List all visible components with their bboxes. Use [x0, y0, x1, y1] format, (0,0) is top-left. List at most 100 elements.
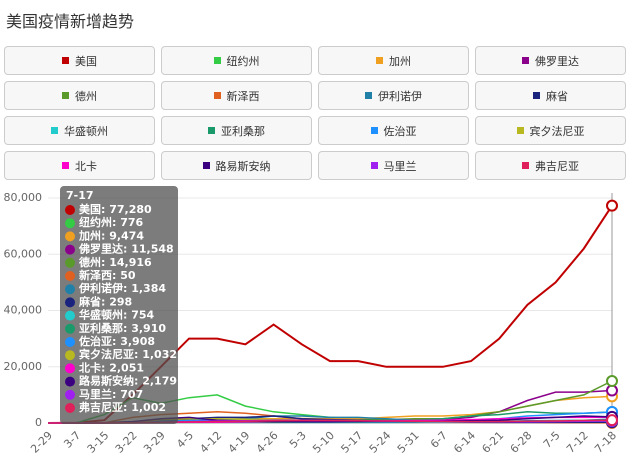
legend-label: 宾夕法尼亚: [529, 124, 585, 138]
tooltip-item: 宾夕法尼亚: 1,032: [79, 347, 177, 361]
tooltip-dot: [65, 403, 75, 413]
tooltip-dot: [65, 231, 75, 242]
x-tick-label: 5-31: [395, 429, 422, 456]
legend-label: 亚利桑那: [221, 124, 265, 138]
x-tick-label: 7-5: [541, 429, 563, 451]
legend-label: 佐治亚: [383, 124, 417, 138]
legend-label: 北卡: [75, 159, 97, 173]
legend-swatch: [208, 127, 215, 134]
legend-label: 华盛顿州: [64, 124, 108, 138]
y-tick-label: 40,000: [4, 304, 43, 317]
legend-item[interactable]: 加州: [318, 46, 469, 75]
legend: 美国 纽约州 加州 佛罗里达德州 新泽西 伊利诺伊 麻省华盛顿州 亚利桑那 佐治亚 宾夕法尼亚北卡…: [4, 46, 636, 180]
legend-swatch: [213, 57, 221, 64]
legend-item[interactable]: 德州: [4, 81, 155, 110]
legend-item[interactable]: 路易斯安纳: [161, 151, 312, 180]
legend-item[interactable]: 麻省: [475, 81, 626, 110]
tooltip-item: 伊利诺伊: 1,384: [78, 281, 166, 295]
legend-item[interactable]: 佐治亚: [318, 116, 469, 145]
x-tick-label: 4-5: [174, 429, 196, 451]
legend-item[interactable]: 伊利诺伊: [318, 81, 469, 110]
legend-swatch: [62, 162, 69, 169]
tooltip-item: 加州: 9,474: [78, 228, 144, 242]
legend-item[interactable]: 佛罗里达: [475, 46, 626, 75]
x-tick-label: 6-7: [428, 429, 450, 451]
legend-swatch: [62, 92, 69, 99]
legend-label: 德州: [75, 89, 97, 103]
legend-label: 伊利诺伊: [378, 89, 422, 103]
legend-swatch: [370, 127, 378, 134]
legend-label: 麻省: [546, 89, 568, 103]
x-tick-label: 4-26: [254, 429, 281, 456]
y-tick-label: 0: [35, 416, 42, 429]
legend-label: 马里兰: [383, 159, 417, 173]
x-tick-label: 5-17: [338, 429, 365, 456]
legend-label: 美国: [75, 54, 97, 68]
legend-label: 路易斯安纳: [215, 159, 271, 173]
legend-item[interactable]: 北卡: [4, 151, 155, 180]
legend-item[interactable]: 宾夕法尼亚: [475, 116, 626, 145]
legend-item[interactable]: 弗吉尼亚: [475, 151, 626, 180]
legend-swatch: [522, 162, 529, 169]
legend-item[interactable]: 华盛顿州: [4, 116, 155, 145]
tooltip-item: 弗吉尼亚: 1,002: [79, 400, 166, 414]
tooltip-dot: [65, 363, 75, 374]
legend-swatch: [51, 127, 58, 134]
legend-label: 弗吉尼亚: [535, 159, 579, 173]
hover-point: [606, 414, 618, 427]
legend-item[interactable]: 亚利桑那: [161, 116, 312, 145]
y-tick-label: 60,000: [4, 247, 43, 260]
tooltip-dot: [65, 257, 75, 268]
tooltip-item: 亚利桑那: 3,910: [79, 321, 166, 335]
tooltip-dot: [65, 389, 75, 400]
legend-label: 加州: [389, 54, 411, 68]
tooltip-item: 路易斯安纳: 2,179: [79, 374, 177, 388]
tooltip-dot: [65, 271, 75, 281]
tooltip-dot: [65, 297, 75, 308]
x-tick-label: 7-12: [564, 429, 591, 456]
x-tick-label: 5-3: [287, 429, 309, 451]
x-tick-label: 6-21: [479, 429, 506, 456]
legend-swatch: [522, 57, 529, 64]
legend-item[interactable]: 美国: [4, 46, 155, 75]
legend-label: 佛罗里达: [535, 54, 579, 68]
legend-item[interactable]: 马里兰: [318, 151, 469, 180]
tooltip-item: 佐治亚: 3,908: [78, 334, 155, 348]
tooltip-item: 麻省: 298: [78, 294, 132, 308]
legend-swatch: [370, 162, 378, 169]
legend-swatch: [202, 162, 210, 169]
y-tick-label: 20,000: [4, 360, 43, 373]
x-tick-label: 7-18: [592, 429, 619, 456]
legend-label: 纽约州: [226, 54, 260, 68]
legend-item[interactable]: 纽约州: [161, 46, 312, 75]
legend-item[interactable]: 新泽西: [161, 81, 312, 110]
tooltip-item: 北卡: 2,051: [79, 360, 144, 374]
tooltip-dot: [65, 337, 75, 347]
tooltip-item: 美国: 77,280: [79, 202, 152, 216]
tooltip-title: 7-17: [66, 189, 94, 202]
tooltip-item: 新泽西: 50: [79, 268, 136, 282]
y-tick-label: 80,000: [4, 191, 43, 204]
legend-swatch: [62, 57, 69, 64]
tooltip-dot: [65, 218, 75, 229]
legend-swatch: [533, 92, 540, 99]
legend-swatch: [213, 92, 221, 99]
chart-title: 美国疫情新增趋势: [6, 12, 135, 31]
tooltip-bg: [60, 186, 178, 424]
x-tick-label: 3-15: [85, 429, 112, 456]
legend-swatch: [516, 127, 524, 134]
hover-point: [606, 199, 618, 212]
x-tick-label: 3-22: [113, 429, 140, 456]
x-tick-label: 3-29: [141, 429, 168, 456]
legend-swatch: [365, 92, 372, 99]
tooltip-item: 华盛顿州: 754: [79, 308, 155, 322]
x-tick-label: 5-10: [310, 429, 337, 456]
x-tick-label: 6-28: [508, 429, 535, 456]
tooltip-item: 德州: 14,916: [78, 255, 152, 269]
x-tick-label: 5-24: [367, 429, 394, 456]
tooltip-dot: [65, 376, 75, 387]
tooltip-dot: [65, 205, 75, 215]
